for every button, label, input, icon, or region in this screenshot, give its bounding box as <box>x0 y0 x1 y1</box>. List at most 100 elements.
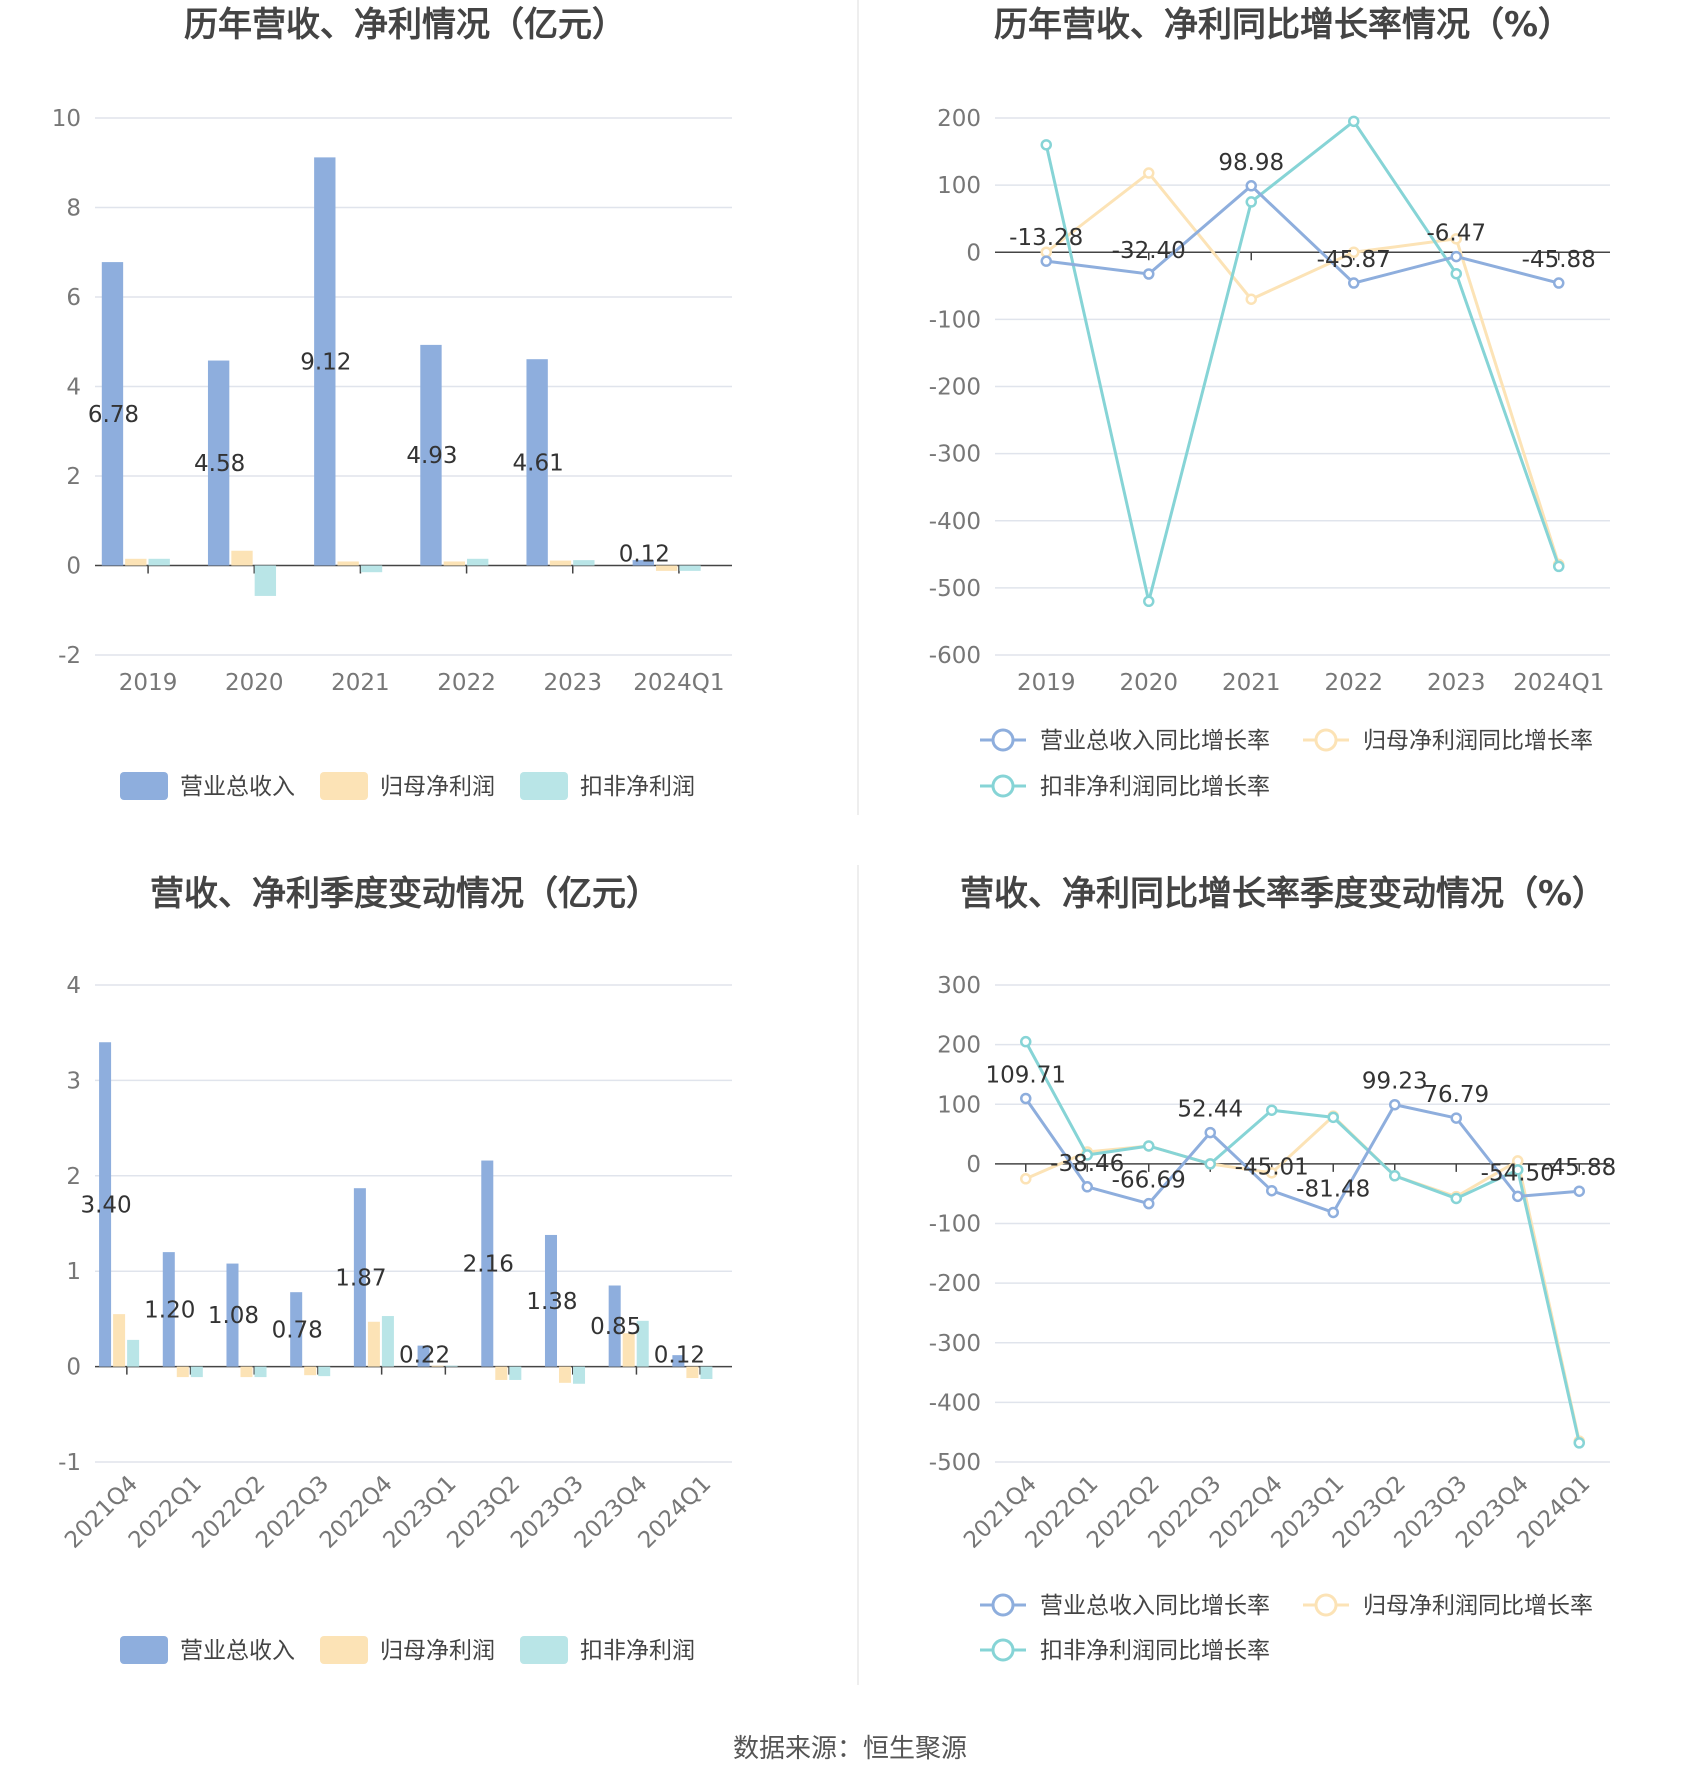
chart4-legend-marker <box>1314 1593 1338 1617</box>
chart2-point-3 <box>1348 115 1360 128</box>
chart3-data-label: 1.08 <box>208 1303 259 1329</box>
chart1-y-tick-label: 2 <box>66 464 81 490</box>
chart1-bar-3 <box>360 565 383 573</box>
chart2-y-tick-label: -500 <box>929 576 981 602</box>
chart3-bar-3 <box>636 1320 649 1367</box>
chart2-y-tick-label: -100 <box>929 307 981 333</box>
chart2-point-2 <box>1245 293 1257 305</box>
chart2-point-2 <box>1348 246 1360 258</box>
chart3-bar-1 <box>99 1042 112 1367</box>
chart1-y-tick-label: 0 <box>66 554 81 580</box>
chart3-legend-label: 扣非净利润 <box>580 1638 695 1664</box>
chart3-y-tick-label: 3 <box>66 1068 81 1094</box>
chart3-bar-2 <box>558 1366 572 1383</box>
chart3-y-tick-label: 2 <box>66 1164 81 1190</box>
chart2-point-2 <box>1450 233 1462 245</box>
chart4-legend-marker <box>991 1593 1015 1617</box>
chart1-y-tick-label: 6 <box>66 285 81 311</box>
chart3-bar-3 <box>127 1339 140 1367</box>
chart2-point-3 <box>1245 196 1257 208</box>
chart3-legend-label: 营业总收入 <box>180 1638 295 1664</box>
chart4-y-tick-label: -200 <box>929 1271 981 1297</box>
chart2-data-label: -45.87 <box>1317 247 1391 273</box>
chart2-point-3 <box>1143 595 1155 608</box>
chart4-point-1 <box>1573 1185 1585 1197</box>
chart1-data-label: 9.12 <box>300 349 351 375</box>
chart4-y-tick-label: 100 <box>937 1092 981 1118</box>
chart2-point-3 <box>1553 560 1565 573</box>
chart1-y-tick-label: -2 <box>58 643 81 669</box>
chart4-data-label: 76.79 <box>1423 1082 1489 1108</box>
chart4-y-tick-label: 200 <box>937 1033 981 1059</box>
chart1-data-label: 6.78 <box>88 402 139 428</box>
chart1-bar-3 <box>254 565 277 596</box>
chart4-data-label: 99.23 <box>1362 1069 1428 1095</box>
chart4-point-1 <box>1512 1190 1524 1203</box>
chart1-data-label: 4.93 <box>406 443 457 469</box>
chart3-bar-3 <box>445 1365 458 1367</box>
chart3-y-tick-label: 0 <box>66 1355 81 1381</box>
chart3-legend-swatch <box>520 1636 568 1664</box>
chart4-point-3 <box>1204 1158 1216 1170</box>
chart3-bar-1 <box>608 1285 621 1367</box>
chart2-data-label: -13.28 <box>1009 225 1083 251</box>
chart4-point-1 <box>1389 1098 1401 1111</box>
chart2-y-tick-label: -400 <box>929 509 981 535</box>
chart1-bar-2 <box>655 565 678 571</box>
chart3-bar-2 <box>113 1314 126 1367</box>
chart3-bar-2 <box>367 1321 380 1367</box>
chart3-data-label: 3.40 <box>80 1192 131 1218</box>
chart4-point-3 <box>1389 1170 1401 1182</box>
chart4-y-tick-label: -100 <box>929 1212 981 1238</box>
chart4-point-3 <box>1450 1192 1462 1205</box>
chart3-bar-3 <box>700 1366 713 1380</box>
chart3-title: 营收、净利季度变动情况（亿元） <box>150 874 660 914</box>
chart1-bar-1 <box>207 360 230 566</box>
chart3-y-tick-label: 4 <box>66 973 81 999</box>
chart4-data-label: -45.01 <box>1235 1155 1309 1181</box>
chart4-data-label: -81.48 <box>1296 1176 1370 1202</box>
chart1-legend-swatch <box>520 772 568 800</box>
chart4-series-line-1 <box>1024 1097 1580 1215</box>
chart2-x-tick-label: 2021 <box>1222 670 1281 696</box>
chart4-data-label: -66.69 <box>1112 1168 1186 1194</box>
chart2-point-1 <box>1245 180 1257 192</box>
chart3-data-label: 2.16 <box>463 1252 514 1278</box>
chart3-bar-3 <box>509 1366 522 1380</box>
chart3-bar-1 <box>290 1292 303 1367</box>
chart3-bar-2 <box>495 1366 508 1380</box>
chart2-x-tick-label: 2023 <box>1427 670 1486 696</box>
chart1-data-label: 4.58 <box>194 451 245 477</box>
chart4-point-3 <box>1327 1111 1339 1124</box>
chart1-bar-1 <box>420 344 442 566</box>
chart4-point-3 <box>1020 1035 1032 1048</box>
chart2-point-1 <box>1450 250 1462 263</box>
chart3-bar-1 <box>353 1188 366 1367</box>
chart4-point-2 <box>1266 1167 1278 1179</box>
chart3-bar-1 <box>481 1160 494 1367</box>
chart1-legend-label: 归母净利润 <box>380 774 495 800</box>
chart1-bar-2 <box>443 561 466 566</box>
chart3-bar-1 <box>544 1234 557 1367</box>
chart1-bar-2 <box>337 561 359 566</box>
chart1-y-tick-label: 4 <box>66 375 81 401</box>
chart2-point-1 <box>1553 277 1565 289</box>
chart2-y-tick-label: -600 <box>929 643 981 669</box>
chart2-legend-label: 扣非净利润同比增长率 <box>1040 774 1270 800</box>
chart3-bar-3 <box>254 1366 267 1378</box>
chart1-x-tick-label: 2020 <box>225 670 284 696</box>
chart1-bar-1 <box>314 157 336 566</box>
data-source: 数据来源：恒生聚源 <box>733 1734 967 1764</box>
chart4-point-2 <box>1020 1173 1032 1185</box>
chart4-y-tick-label: -400 <box>929 1390 981 1416</box>
chart4-legend-label: 扣非净利润同比增长率 <box>1040 1638 1270 1664</box>
chart2-y-tick-label: -200 <box>929 375 981 401</box>
chart1-y-tick-label: 10 <box>52 106 81 132</box>
chart4-y-tick-label: 0 <box>966 1152 981 1178</box>
chart3-bar-3 <box>573 1366 586 1384</box>
chart1-x-tick-label: 2023 <box>543 670 602 696</box>
chart3-bar-2 <box>304 1366 317 1376</box>
chart4-y-tick-label: -500 <box>929 1450 981 1476</box>
chart3-bar-2 <box>686 1366 699 1379</box>
chart1-x-tick-label: 2024Q1 <box>633 670 724 696</box>
